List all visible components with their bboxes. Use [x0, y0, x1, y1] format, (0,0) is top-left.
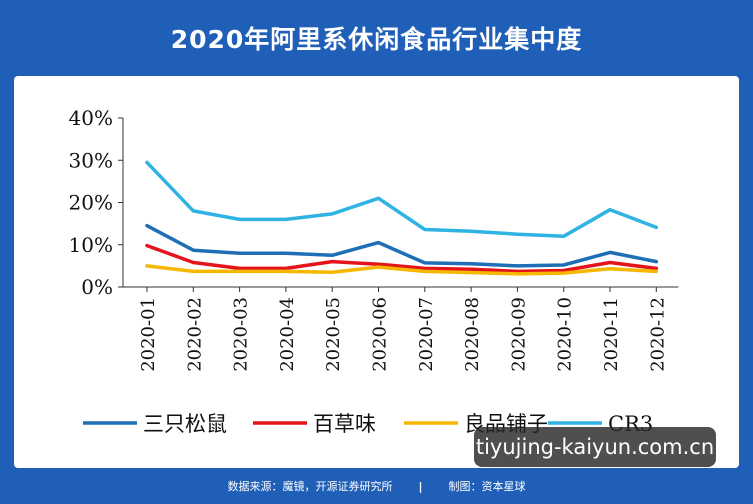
x-tick-label: 2020-09 [508, 297, 529, 372]
x-tick-label: 2020-07 [416, 297, 437, 372]
y-tick-label: 40% [69, 106, 113, 130]
x-tick-label: 2020-05 [323, 297, 344, 372]
data-source: 数据来源：魔镜，开源证券研究所 [227, 480, 393, 493]
y-tick-label: 10% [69, 233, 113, 257]
chart-panel [14, 76, 739, 468]
x-tick-label: 2020-01 [138, 297, 159, 372]
x-tick-label: 2020-11 [601, 297, 622, 372]
footer: 数据来源：魔镜，开源证券研究所 | 制图：资本星球 [0, 474, 753, 498]
series-line-1 [145, 223, 659, 268]
x-tick-label: 2020-04 [277, 297, 298, 372]
x-tick-label: 2020-02 [184, 297, 205, 372]
watermark: tiyujing-kaiyun.com.cn [474, 427, 716, 467]
series-line-2 [145, 243, 659, 274]
x-tick-label: 2020-10 [555, 297, 576, 372]
y-tick-label: 0% [81, 275, 113, 299]
y-tick-label: 30% [69, 148, 113, 172]
x-tick-label: 2020-12 [647, 297, 668, 372]
chart-title: 2020年阿里系休闲食品行业集中度 [170, 25, 583, 54]
series-line-3 [145, 264, 659, 276]
x-tick-label: 2020-06 [370, 297, 391, 372]
legend-label: 三只松鼠 [143, 412, 227, 436]
footer-separator: | [418, 479, 423, 493]
y-tick-label: 20% [69, 191, 113, 215]
x-tick-label: 2020-03 [231, 297, 252, 372]
legend-label: 百草味 [313, 412, 376, 436]
chart-producer: 制图：资本星球 [448, 480, 526, 493]
x-tick-label: 2020-08 [462, 297, 483, 372]
series-line-4 [145, 160, 659, 239]
